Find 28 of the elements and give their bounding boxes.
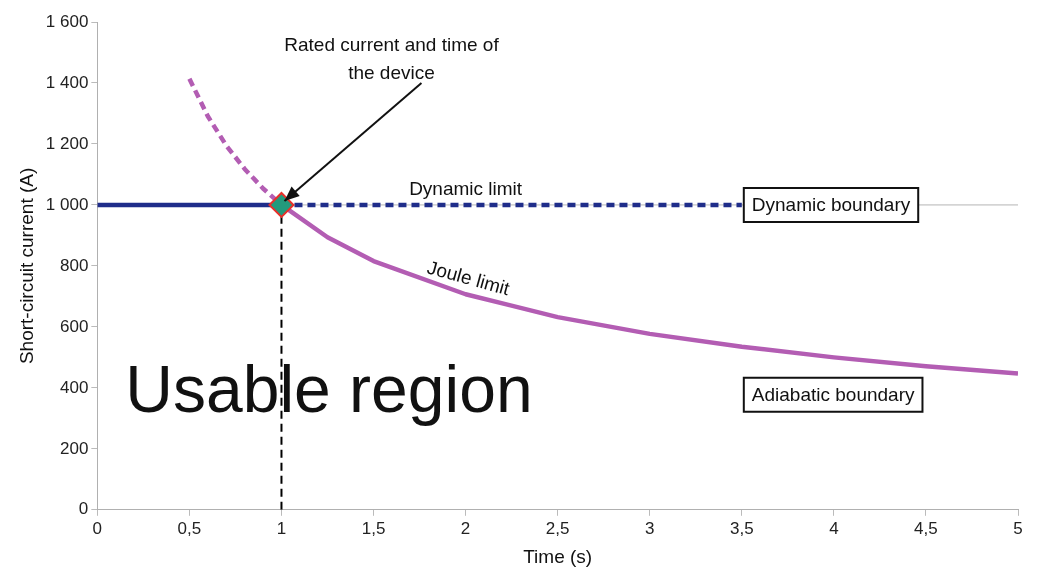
y-tick-label: 1 200: [45, 133, 89, 153]
annotation: Usable region: [125, 352, 533, 427]
annotation: Dynamic boundary: [751, 194, 911, 216]
annotation: Joule limit: [424, 256, 513, 300]
y-tick-label: 600: [59, 316, 89, 336]
x-tick-label: 1,5: [361, 518, 386, 538]
y-axis-title: Short-circuit current (A): [15, 167, 37, 365]
x-tick-label: 3,5: [729, 518, 754, 538]
y-tick-label: 800: [59, 255, 89, 275]
y-tick-label: 1 600: [45, 11, 89, 31]
x-tick-label: 2,5: [545, 518, 570, 538]
x-tick-label: 4,5: [914, 518, 938, 538]
x-tick-label: 3: [645, 518, 655, 538]
x-axis-title: Time (s): [523, 545, 593, 567]
y-tick-label: 0: [78, 499, 89, 519]
x-tick-label: 5: [1013, 518, 1023, 538]
y-tick-label: 1 400: [45, 72, 89, 92]
annotation: Rated current and time of the device: [284, 33, 500, 83]
x-tick-label: 2: [460, 518, 471, 538]
x-tick-label: 0,5: [177, 518, 202, 538]
y-tick-label: 1 000: [45, 194, 89, 214]
y-tick-label: 400: [59, 377, 89, 397]
x-tick-label: 1: [276, 518, 287, 538]
x-tick-label: 0: [92, 518, 103, 538]
x-tick-label: 4: [829, 518, 839, 538]
y-tick-label: 200: [59, 438, 89, 458]
annotation: Dynamic limit: [409, 177, 523, 199]
annotation: Adiabatic boundary: [751, 383, 915, 405]
